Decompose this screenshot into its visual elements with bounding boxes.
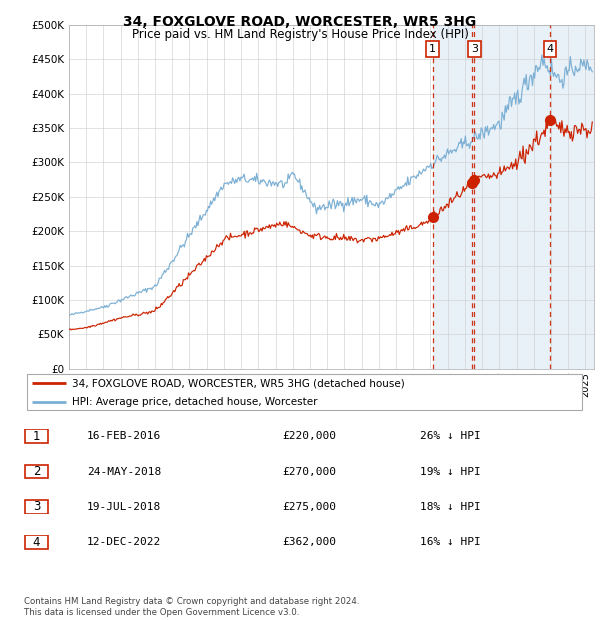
Text: £362,000: £362,000: [282, 537, 336, 547]
Text: 2: 2: [33, 465, 40, 478]
Text: 16% ↓ HPI: 16% ↓ HPI: [420, 537, 481, 547]
Text: HPI: Average price, detached house, Worcester: HPI: Average price, detached house, Worc…: [71, 397, 317, 407]
Text: £220,000: £220,000: [282, 431, 336, 441]
FancyBboxPatch shape: [25, 430, 48, 443]
Text: 24-MAY-2018: 24-MAY-2018: [87, 466, 161, 477]
Text: 3: 3: [33, 500, 40, 513]
Text: £275,000: £275,000: [282, 502, 336, 512]
Text: 12-DEC-2022: 12-DEC-2022: [87, 537, 161, 547]
Bar: [433, 25, 600, 369]
Text: 34, FOXGLOVE ROAD, WORCESTER, WR5 3HG: 34, FOXGLOVE ROAD, WORCESTER, WR5 3HG: [124, 16, 476, 30]
Text: 4: 4: [547, 44, 554, 54]
Text: 18% ↓ HPI: 18% ↓ HPI: [420, 502, 481, 512]
FancyBboxPatch shape: [27, 374, 582, 410]
Text: £270,000: £270,000: [282, 466, 336, 477]
FancyBboxPatch shape: [25, 465, 48, 478]
Text: Contains HM Land Registry data © Crown copyright and database right 2024.
This d: Contains HM Land Registry data © Crown c…: [24, 598, 359, 617]
FancyBboxPatch shape: [25, 536, 48, 549]
Text: 3: 3: [471, 44, 478, 54]
Text: 19-JUL-2018: 19-JUL-2018: [87, 502, 161, 512]
Text: 19% ↓ HPI: 19% ↓ HPI: [420, 466, 481, 477]
Text: 1: 1: [33, 430, 40, 443]
Text: 1: 1: [429, 44, 436, 54]
FancyBboxPatch shape: [25, 500, 48, 513]
Text: 16-FEB-2016: 16-FEB-2016: [87, 431, 161, 441]
Text: 4: 4: [33, 536, 40, 549]
Text: Price paid vs. HM Land Registry's House Price Index (HPI): Price paid vs. HM Land Registry's House …: [131, 28, 469, 41]
Text: 26% ↓ HPI: 26% ↓ HPI: [420, 431, 481, 441]
Text: 34, FOXGLOVE ROAD, WORCESTER, WR5 3HG (detached house): 34, FOXGLOVE ROAD, WORCESTER, WR5 3HG (d…: [71, 378, 404, 388]
